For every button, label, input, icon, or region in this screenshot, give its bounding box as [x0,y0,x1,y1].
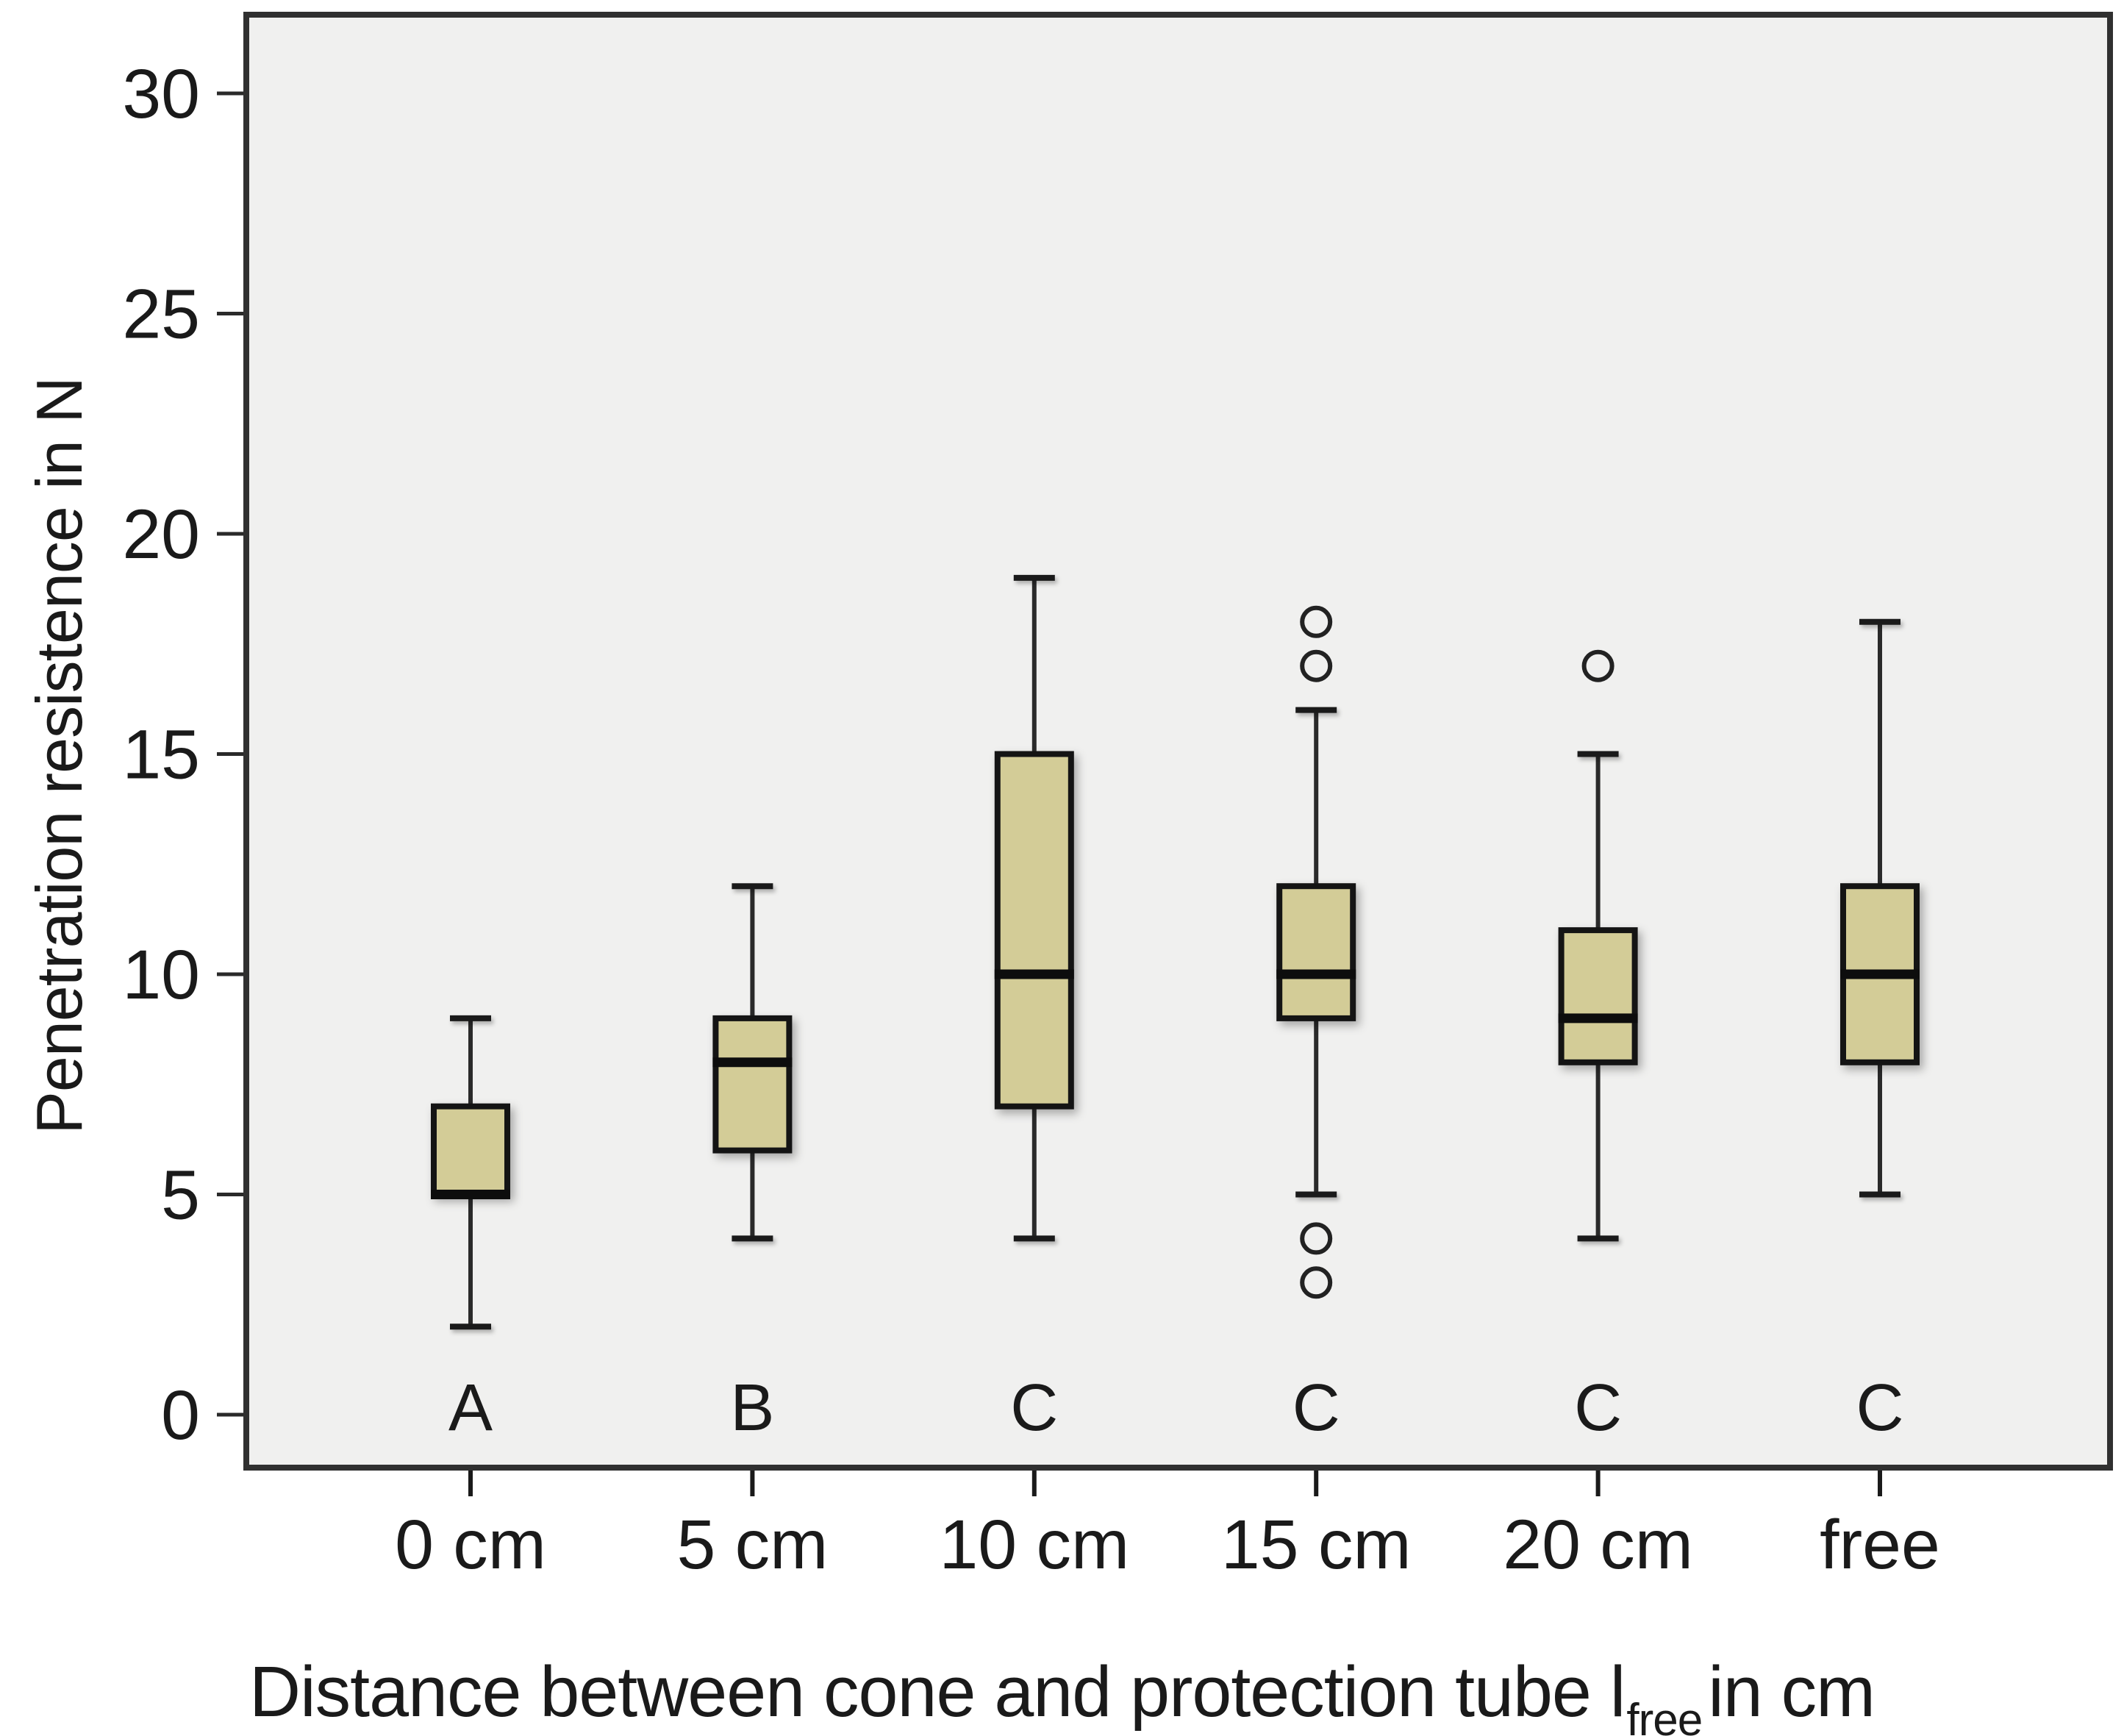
box-iqr [712,1015,793,1154]
outlier-point [1300,605,1333,638]
y-tick-label: 0 [161,1376,200,1454]
x-axis-title-text: Distance between cone and protection tub… [249,1651,1626,1732]
box-iqr [431,1103,510,1198]
group-letter: C [1010,1371,1058,1445]
x-tick-label: 20 cm [1503,1506,1693,1584]
outlier-point [1300,1266,1333,1299]
plot-background [246,15,2110,1468]
group-letter: A [448,1371,493,1445]
y-tick-label: 10 [122,936,200,1014]
x-axis-title-unit: in cm [1708,1651,1876,1732]
outlier-point [1581,649,1615,682]
y-tick-label: 25 [122,276,200,354]
x-tick-label: free [1820,1506,1940,1584]
x-tick-label: 5 cm [676,1506,828,1584]
box-iqr [994,751,1074,1110]
y-tick-label: 30 [122,55,200,133]
box-iqr [1276,883,1356,1021]
y-axis-title: Penetration resistence in N [23,377,96,1135]
group-letter: C [1574,1371,1622,1445]
x-tick-label: 0 cm [395,1506,546,1584]
y-tick-label: 5 [161,1157,200,1235]
outlier-point [1300,1222,1333,1255]
y-tick-label: 15 [122,716,200,794]
x-axis-title: Distance between cone and protection tub… [0,1651,2124,1736]
y-tick-label: 20 [122,496,200,574]
x-axis-title-subscript: free [1626,1695,1703,1736]
group-letter: C [1292,1371,1340,1445]
plot-frame [243,12,2113,1471]
x-tick-label: 10 cm [939,1506,1129,1584]
outlier-point [1300,649,1333,682]
x-tick-label: 15 cm [1221,1506,1412,1584]
group-letter: C [1856,1371,1904,1445]
box-iqr [1558,927,1638,1065]
group-letter: B [730,1371,774,1445]
